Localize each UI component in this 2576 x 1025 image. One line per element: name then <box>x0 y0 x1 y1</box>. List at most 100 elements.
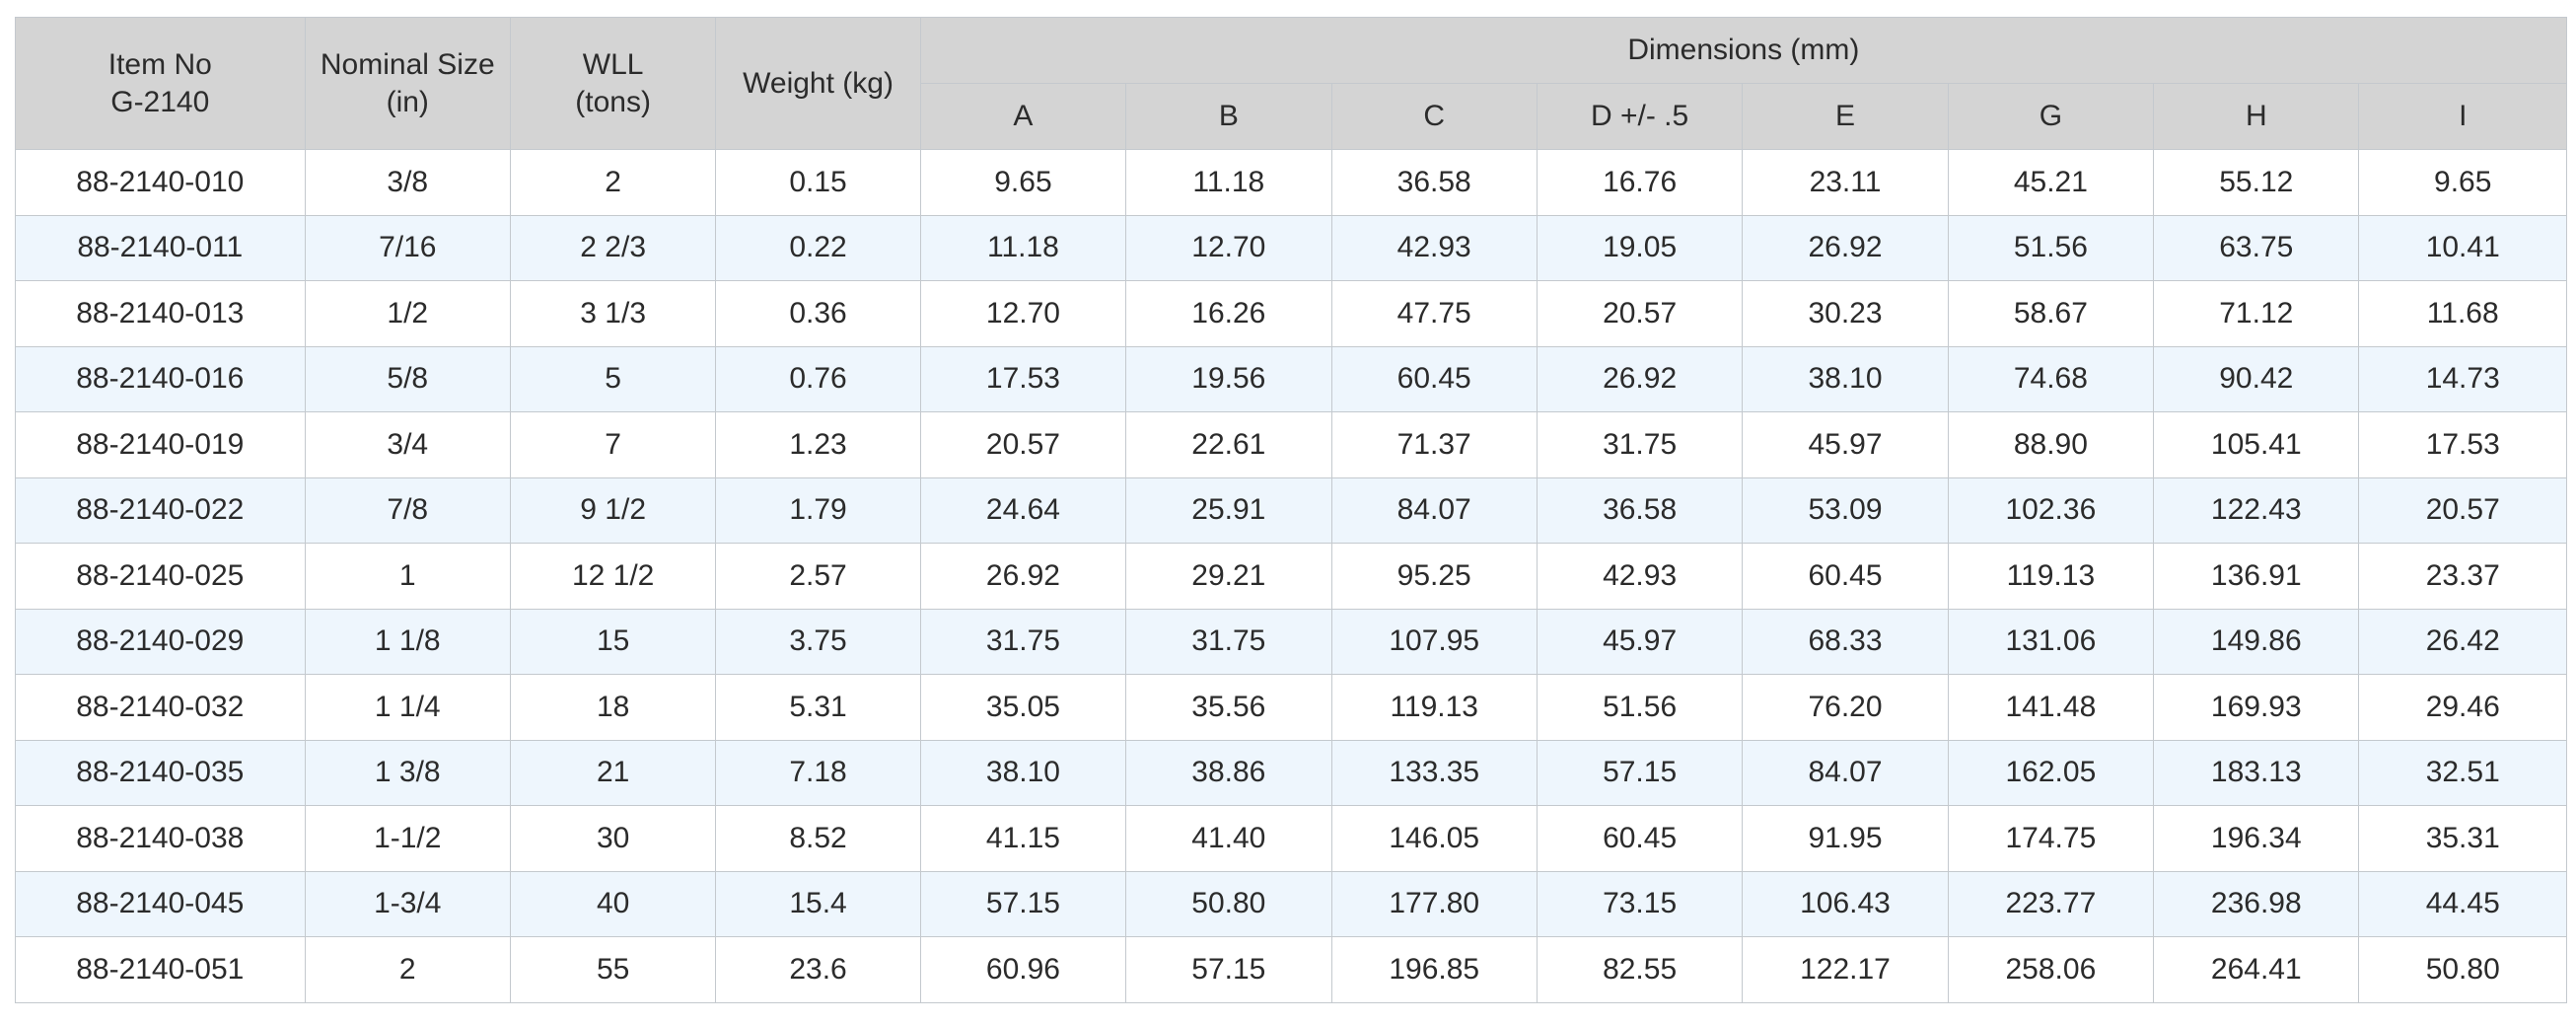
table-cell: 1/2 <box>304 280 511 347</box>
table-cell: 1 <box>304 543 511 610</box>
item-number-cell: 88-2140-019 <box>15 411 306 478</box>
header-dimension-col: C <box>1330 83 1538 150</box>
table-cell: 196.34 <box>2153 805 2360 872</box>
table-cell: 31.75 <box>919 608 1127 675</box>
table-cell: 21 <box>509 739 717 806</box>
table-cell: 1-1/2 <box>304 805 511 872</box>
table-cell: 5/8 <box>304 345 511 412</box>
table-cell: 0.76 <box>715 345 921 412</box>
table-cell: 3/8 <box>304 149 511 216</box>
table-cell: 105.41 <box>2153 411 2360 478</box>
header-wll-line1: WLL <box>582 47 644 81</box>
table-cell: 95.25 <box>1330 543 1538 610</box>
table-cell: 19.56 <box>1125 345 1332 412</box>
table-cell: 29.46 <box>2358 674 2567 741</box>
table-cell: 0.15 <box>715 149 921 216</box>
table-cell: 42.93 <box>1536 543 1744 610</box>
header-dimension-col: A <box>919 83 1127 150</box>
table-cell: 58.67 <box>1947 280 2155 347</box>
header-dimension-col: D +/- .5 <box>1536 83 1744 150</box>
table-cell: 30.23 <box>1742 280 1949 347</box>
table-cell: 35.31 <box>2358 805 2567 872</box>
table-cell: 82.55 <box>1536 936 1744 1003</box>
table-cell: 17.53 <box>919 345 1127 412</box>
table-cell: 60.45 <box>1536 805 1744 872</box>
table-cell: 60.45 <box>1330 345 1538 412</box>
table-cell: 122.43 <box>2153 476 2360 544</box>
table-cell: 73.15 <box>1536 870 1744 937</box>
table-cell: 102.36 <box>1947 476 2155 544</box>
table-cell: 30 <box>509 805 717 872</box>
table-cell: 9.65 <box>919 149 1127 216</box>
table-cell: 51.56 <box>1536 674 1744 741</box>
table-cell: 84.07 <box>1330 476 1538 544</box>
table-cell: 10.41 <box>2358 214 2567 281</box>
table-cell: 23.11 <box>1742 149 1949 216</box>
table-cell: 16.76 <box>1536 149 1744 216</box>
table-cell: 38.10 <box>1742 345 1949 412</box>
table-cell: 15.4 <box>715 870 921 937</box>
header-nominal-size-line2: (in) <box>386 85 429 118</box>
item-number-cell: 88-2140-016 <box>15 345 306 412</box>
table-cell: 29.21 <box>1125 543 1332 610</box>
item-number-cell: 88-2140-011 <box>15 214 306 281</box>
item-number-cell: 88-2140-045 <box>15 870 306 937</box>
header-item-no-line1: Item No <box>107 47 212 81</box>
table-cell: 146.05 <box>1330 805 1538 872</box>
table-cell: 3 1/3 <box>509 280 717 347</box>
table-cell: 162.05 <box>1947 739 2155 806</box>
table-cell: 11.18 <box>1125 149 1332 216</box>
table-cell: 2 2/3 <box>509 214 717 281</box>
table-cell: 7/16 <box>304 214 511 281</box>
table-cell: 84.07 <box>1742 739 1949 806</box>
item-number-cell: 88-2140-010 <box>15 149 306 216</box>
table-cell: 47.75 <box>1330 280 1538 347</box>
table-cell: 258.06 <box>1947 936 2155 1003</box>
table-row: 88-2140-019 3/4 7 1.23 20.57 22.61 71.37 31.75 4… <box>15 411 2567 478</box>
table-cell: 3/4 <box>304 411 511 478</box>
item-number-cell: 88-2140-032 <box>15 674 306 741</box>
table-cell: 1.23 <box>715 411 921 478</box>
table-cell: 174.75 <box>1947 805 2155 872</box>
table-cell: 57.15 <box>1536 739 1744 806</box>
table-cell: 45.97 <box>1536 608 1744 675</box>
table-cell: 23.6 <box>715 936 921 1003</box>
table-cell: 1 1/4 <box>304 674 511 741</box>
table-cell: 5 <box>509 345 717 412</box>
header-dimension-col: B <box>1125 83 1332 150</box>
table-cell: 51.56 <box>1947 214 2155 281</box>
header-dimension-col: I <box>2358 83 2567 150</box>
table-cell: 19.05 <box>1536 214 1744 281</box>
table-cell: 57.15 <box>1125 936 1332 1003</box>
table-cell: 90.42 <box>2153 345 2360 412</box>
table-cell: 149.86 <box>2153 608 2360 675</box>
table-cell: 0.36 <box>715 280 921 347</box>
table-cell: 74.68 <box>1947 345 2155 412</box>
table-cell: 196.85 <box>1330 936 1538 1003</box>
table-cell: 35.56 <box>1125 674 1332 741</box>
table-row: 88-2140-016 5/8 5 0.76 17.53 19.56 60.45 26.92 3… <box>15 345 2567 412</box>
table-cell: 5.31 <box>715 674 921 741</box>
item-number-cell: 88-2140-013 <box>15 280 306 347</box>
table-cell: 63.75 <box>2153 214 2360 281</box>
table-cell: 12 1/2 <box>509 543 717 610</box>
table-cell: 8.52 <box>715 805 921 872</box>
table-cell: 15 <box>509 608 717 675</box>
table-cell: 107.95 <box>1330 608 1538 675</box>
table-cell: 38.10 <box>919 739 1127 806</box>
table-cell: 11.68 <box>2358 280 2567 347</box>
table-cell: 60.45 <box>1742 543 1949 610</box>
header-item-no-line2: G-2140 <box>110 85 210 118</box>
table-cell: 50.80 <box>1125 870 1332 937</box>
table-cell: 264.41 <box>2153 936 2360 1003</box>
header-item-no: Item No G-2140 <box>15 17 306 150</box>
table-cell: 177.80 <box>1330 870 1538 937</box>
table-cell: 76.20 <box>1742 674 1949 741</box>
table-cell: 236.98 <box>2153 870 2360 937</box>
table-cell: 133.35 <box>1330 739 1538 806</box>
table-cell: 91.95 <box>1742 805 1949 872</box>
table-cell: 131.06 <box>1947 608 2155 675</box>
item-number-cell: 88-2140-025 <box>15 543 306 610</box>
table-cell: 1 1/8 <box>304 608 511 675</box>
table-cell: 1-3/4 <box>304 870 511 937</box>
